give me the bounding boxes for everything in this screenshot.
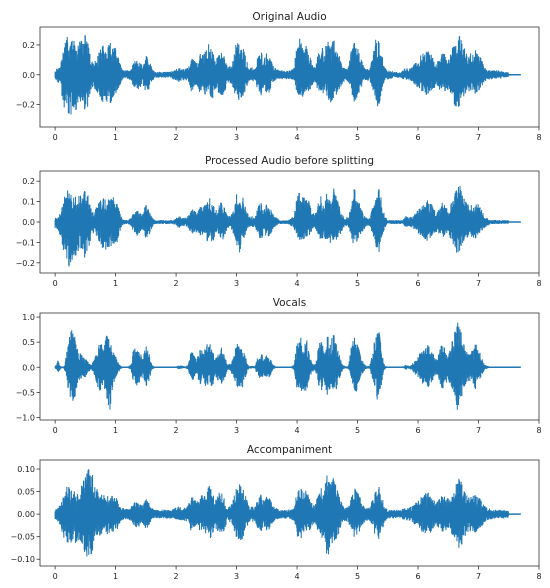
waveform-series (54, 186, 509, 267)
x-tick-label: 6 (415, 572, 420, 581)
y-tick-label: 0.0 (22, 71, 35, 80)
x-tick-label: 8 (536, 279, 541, 288)
x-tick-label: 1 (113, 426, 118, 435)
y-tick-label: 0.05 (17, 488, 35, 497)
subplot: 0 1 2 3 4 5 6 7 8 −0.10 −0.05 0.00 0.05 0.10 Accompani… (10, 444, 541, 581)
y-tick-label: −0.05 (10, 533, 35, 542)
x-tick-label: 1 (113, 572, 118, 581)
y-tick-label: 0.00 (17, 510, 35, 519)
x-tick-label: 6 (415, 426, 420, 435)
x-tick-label: 5 (355, 279, 360, 288)
waveform-series (54, 469, 509, 557)
x-tick-label: 0 (53, 572, 58, 581)
chart-title: Accompaniment (247, 444, 332, 456)
chart-title: Original Audio (252, 11, 326, 23)
x-tick-label: 5 (355, 133, 360, 142)
x-tick-label: 3 (234, 279, 239, 288)
x-tick-label: 8 (536, 572, 541, 581)
x-tick-label: 4 (295, 279, 300, 288)
subplot: 0 1 2 3 4 5 6 7 8 −0.2 −0.1 0.0 0.1 0.2 Processed Audi… (16, 155, 542, 288)
x-tick-label: 7 (476, 426, 481, 435)
x-tick-label: 3 (234, 133, 239, 142)
x-tick-label: 8 (536, 426, 541, 435)
x-tick-label: 2 (174, 572, 179, 581)
x-tick-label: 0 (53, 426, 58, 435)
x-tick-label: 2 (174, 133, 179, 142)
y-tick-label: −0.2 (16, 259, 35, 268)
y-tick-label: −0.10 (10, 555, 35, 564)
y-tick-label: −0.1 (16, 238, 35, 247)
x-tick-label: 7 (476, 133, 481, 142)
y-tick-label: 0.2 (22, 177, 35, 186)
subplot: 0 1 2 3 4 5 6 7 8 −1.0 −0.5 0.0 0.5 1.0 Vocals (16, 297, 542, 435)
y-tick-label: −1.0 (16, 413, 35, 422)
y-tick-label: 0.10 (17, 465, 35, 474)
subplot: 0 1 2 3 4 5 6 7 8 −0.2 0.0 0.2 Original Audio (16, 11, 542, 142)
plot-frame (39, 312, 540, 421)
x-tick-label: 5 (355, 572, 360, 581)
x-tick-label: 4 (295, 426, 300, 435)
x-tick-label: 6 (415, 279, 420, 288)
y-tick-label: −0.5 (16, 388, 35, 397)
chart-title: Processed Audio before splitting (205, 155, 374, 167)
x-tick-label: 2 (174, 279, 179, 288)
y-tick-label: 0.2 (22, 41, 35, 50)
y-tick-label: 1.0 (22, 313, 35, 322)
x-tick-label: 8 (536, 133, 541, 142)
chart-title: Vocals (273, 297, 306, 309)
x-tick-label: 7 (476, 279, 481, 288)
y-tick-label: 0.1 (22, 198, 35, 207)
x-tick-label: 2 (174, 426, 179, 435)
y-tick-label: 0.5 (22, 338, 35, 347)
x-tick-label: 1 (113, 133, 118, 142)
y-tick-label: 0.0 (22, 363, 35, 372)
x-tick-label: 4 (295, 572, 300, 581)
x-tick-label: 5 (355, 426, 360, 435)
y-tick-label: 0.0 (22, 218, 35, 227)
x-tick-label: 3 (234, 426, 239, 435)
plot-frame (39, 459, 540, 567)
waveform-series (54, 322, 509, 410)
plot-frame (39, 26, 540, 128)
x-tick-label: 6 (415, 133, 420, 142)
x-tick-label: 1 (113, 279, 118, 288)
x-tick-label: 0 (53, 279, 58, 288)
x-tick-label: 7 (476, 572, 481, 581)
x-tick-label: 4 (295, 133, 300, 142)
x-tick-label: 3 (234, 572, 239, 581)
x-tick-label: 0 (53, 133, 58, 142)
y-tick-label: −0.2 (16, 101, 35, 110)
